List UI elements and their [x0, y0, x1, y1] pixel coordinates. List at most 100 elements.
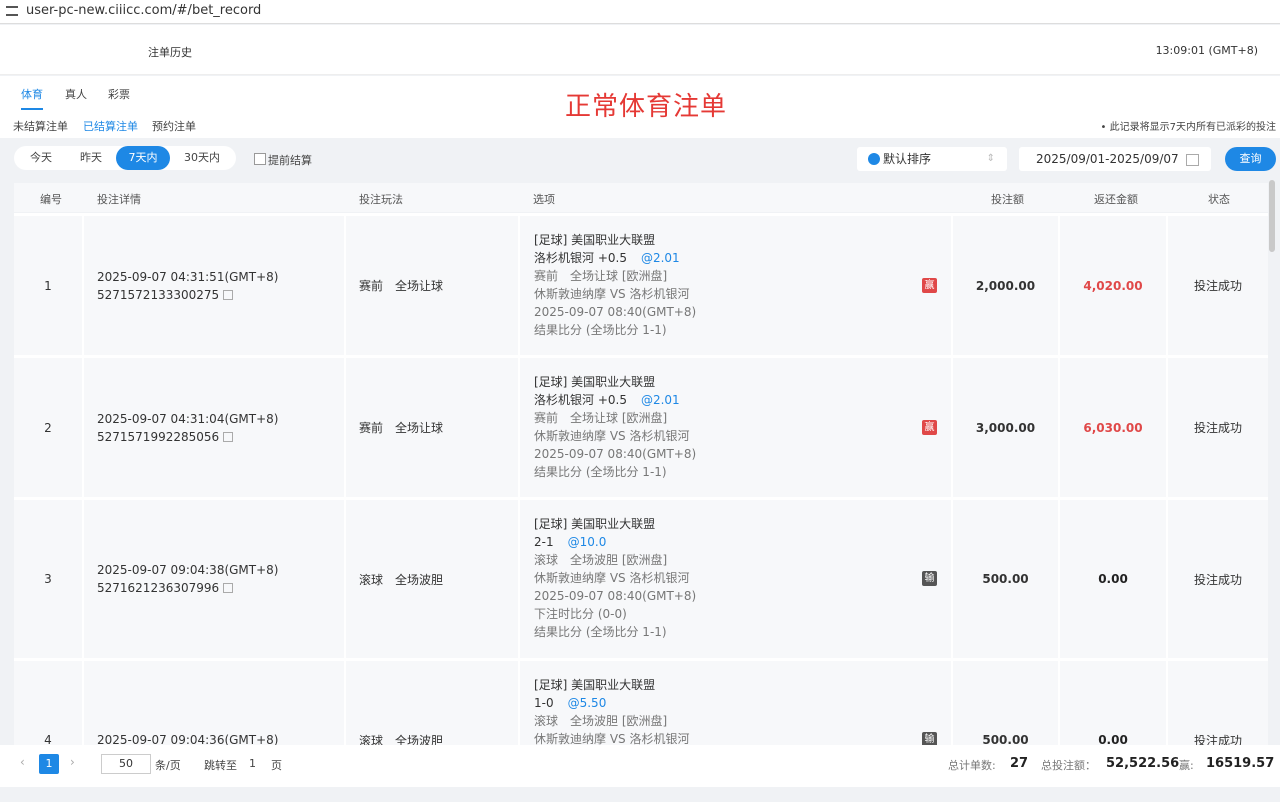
column-header: 选项 — [533, 193, 555, 206]
range[interactable]: 今天 — [30, 151, 52, 164]
tab[interactable]: 真人 — [65, 88, 87, 101]
overlay-title: 正常体育注单 — [565, 92, 728, 122]
bet-play: 滚球 全场波胆 — [359, 572, 444, 587]
cell: [足球] 美国职业大联盟 1-0 @5.50 滚球 全场波胆 [欧洲盘] 休斯敦迪纳摩 … — [520, 661, 953, 745]
copy-icon[interactable] — [223, 583, 234, 593]
bet-time: 2025-09-07 09:04:36(GMT+8) — [97, 733, 279, 745]
cell: 0.00 — [1060, 661, 1168, 745]
query-button[interactable]: 查询 — [1225, 147, 1276, 171]
range[interactable]: 昨天 — [80, 151, 102, 164]
detail: 滚球 全场波胆 [欧洲盘] — [534, 714, 668, 728]
range[interactable]: 30天内 — [184, 151, 220, 164]
cell: 2025-09-07 04:31:04(GMT+8) 52715719922850… — [84, 358, 346, 497]
next[interactable]: › — [70, 755, 75, 769]
result-badge: 赢 — [922, 277, 937, 293]
bet-time: 2025-09-07 09:04:38(GMT+8) — [97, 563, 279, 577]
checkbox[interactable]: 提前结算 — [254, 152, 312, 168]
bet-id: 5271572133300275 — [97, 287, 220, 302]
detail: 2025-09-07 08:40(GMT+8) — [534, 447, 697, 461]
cell: [足球] 美国职业大联盟 洛杉机银河 +0.5 @2.01 赛前 全场让球 [欧洲盘]… — [520, 358, 953, 497]
returned: 4,020.00 — [1083, 278, 1143, 293]
date-picker[interactable]: 2025/09/01-2025/09/07 — [1019, 147, 1211, 171]
cell: 赛前 全场让球 — [346, 216, 520, 355]
bet-id-line: 5271621236307996 — [97, 579, 344, 597]
league: [足球] 美国职业大联盟 — [534, 233, 656, 247]
subtab[interactable]: 预约注单 — [152, 120, 196, 133]
row-number: 2 — [44, 420, 52, 435]
bet-play: 滚球 全场波胆 — [359, 733, 444, 746]
bet-play: 赛前 全场让球 — [359, 421, 444, 435]
detail: 休斯敦迪纳摩 VS 洛杉机银河 — [534, 571, 690, 585]
bet-id-line: 5271571992285056 — [97, 428, 344, 446]
stake: 3,000.00 — [975, 420, 1036, 435]
detail: 结果比分 (全场比分 1-1) — [534, 465, 667, 479]
odds: @2.01 — [640, 393, 680, 407]
filter-bar: 今天 昨天 7天内 30天内 提前结算 默认排序 2025/09/01-2025… — [0, 138, 1280, 180]
table-body: 1 2025-09-07 04:31:51(GMT+8) 5271572133300… — [14, 213, 1268, 745]
bet-play: 赛前 全场让球 — [359, 279, 444, 293]
address-bar[interactable]: user-pc-new.ciiicc.com/#/bet_record — [0, 0, 1280, 24]
returned: 0.00 — [1098, 572, 1128, 586]
bet-id: 5271621236307996 — [97, 581, 220, 595]
table-row: 2 2025-09-07 04:31:04(GMT+8) 5271571992285… — [14, 358, 1268, 497]
column-header: 投注额 — [991, 193, 1024, 206]
cell: 滚球 全场波胆 — [346, 661, 520, 745]
result-badge: 赢 — [922, 419, 937, 435]
table-header: 编号 投注详情 投注玩法 选项 投注额 返还金额 状态 — [14, 183, 1268, 212]
summary-label: 总计单数: — [948, 759, 996, 772]
cell: 4 — [14, 661, 84, 745]
jump-input[interactable]: 1 — [249, 757, 256, 770]
detail: 下注时比分 (0-0) — [534, 607, 627, 621]
cell: 2025-09-07 04:31:51(GMT+8) 52715721333002… — [84, 216, 346, 355]
url: user-pc-new.ciiicc.com/#/bet_record — [26, 3, 262, 18]
tab[interactable]: 彩票 — [108, 88, 130, 101]
cell: 投注成功 — [1168, 216, 1268, 355]
returned: 6,030.00 — [1083, 420, 1143, 435]
detail: 赛前 全场让球 [欧洲盘] — [534, 269, 668, 283]
summary-value: 16519.57 — [1206, 756, 1275, 771]
bet-time: 2025-09-07 04:31:51(GMT+8) — [97, 269, 279, 284]
page-button[interactable]: 1 — [39, 754, 59, 774]
page-size[interactable]: 50 — [101, 754, 151, 774]
cell: 2 — [14, 358, 84, 497]
result-badge: 输 — [922, 571, 937, 586]
summary-label: 总投注额： — [1041, 759, 1096, 772]
subtab[interactable]: 已结算注单 — [83, 120, 138, 133]
notice: • 此记录将显示7天内所有已派彩的投注 — [1100, 122, 1276, 133]
subtab[interactable]: 未结算注单 — [13, 120, 68, 133]
odds: @5.50 — [567, 696, 607, 710]
row-number: 1 — [44, 278, 52, 293]
prev[interactable]: ‹ — [20, 755, 25, 769]
result-badge: 输 — [922, 732, 937, 745]
cell: 投注成功 — [1168, 661, 1268, 745]
detail: 结果比分 (全场比分 1-1) — [534, 323, 667, 337]
cell: 3,000.00 — [953, 358, 1060, 497]
cell: [足球] 美国职业大联盟 2-1 @10.0 滚球 全场波胆 [欧洲盘] 休斯敦迪纳摩 … — [520, 500, 953, 658]
tab[interactable]: 体育 — [21, 86, 43, 110]
summary-value: 27 — [1010, 756, 1029, 771]
status: 投注成功 — [1193, 733, 1242, 746]
column-header: 投注玩法 — [359, 193, 403, 206]
sort-select[interactable]: 默认排序 — [857, 147, 1007, 171]
cell: 2,000.00 — [953, 216, 1060, 355]
copy-icon[interactable] — [223, 289, 234, 300]
copy-icon[interactable] — [223, 431, 234, 442]
pick: 洛杉机银河 +0.5 — [534, 251, 627, 265]
range-group: 今天 昨天 7天内 30天内 — [14, 146, 236, 170]
cell: 赛前 全场让球 — [346, 358, 520, 497]
column-header: 状态 — [1208, 193, 1230, 206]
page-title: 注单历史 — [148, 46, 192, 59]
cell: 2025-09-07 09:04:38(GMT+8) 52716212363079… — [84, 500, 346, 658]
header: 注单历史 13:09:01 (GMT+8) — [0, 25, 1280, 75]
jump-label: 跳转至 — [204, 759, 237, 772]
range[interactable]: 7天内 — [116, 146, 170, 170]
cell: 6,030.00 — [1060, 358, 1168, 497]
detail: 休斯敦迪纳摩 VS 洛杉机银河 — [534, 429, 690, 443]
cell: 投注成功 — [1168, 358, 1268, 497]
league: [足球] 美国职业大联盟 — [534, 517, 656, 531]
column-header: 返还金额 — [1094, 193, 1138, 206]
pick-line: 洛杉机银河 +0.5 @2.01 — [534, 249, 951, 267]
scrollbar[interactable] — [1269, 180, 1275, 252]
cell: 4,020.00 — [1060, 216, 1168, 355]
